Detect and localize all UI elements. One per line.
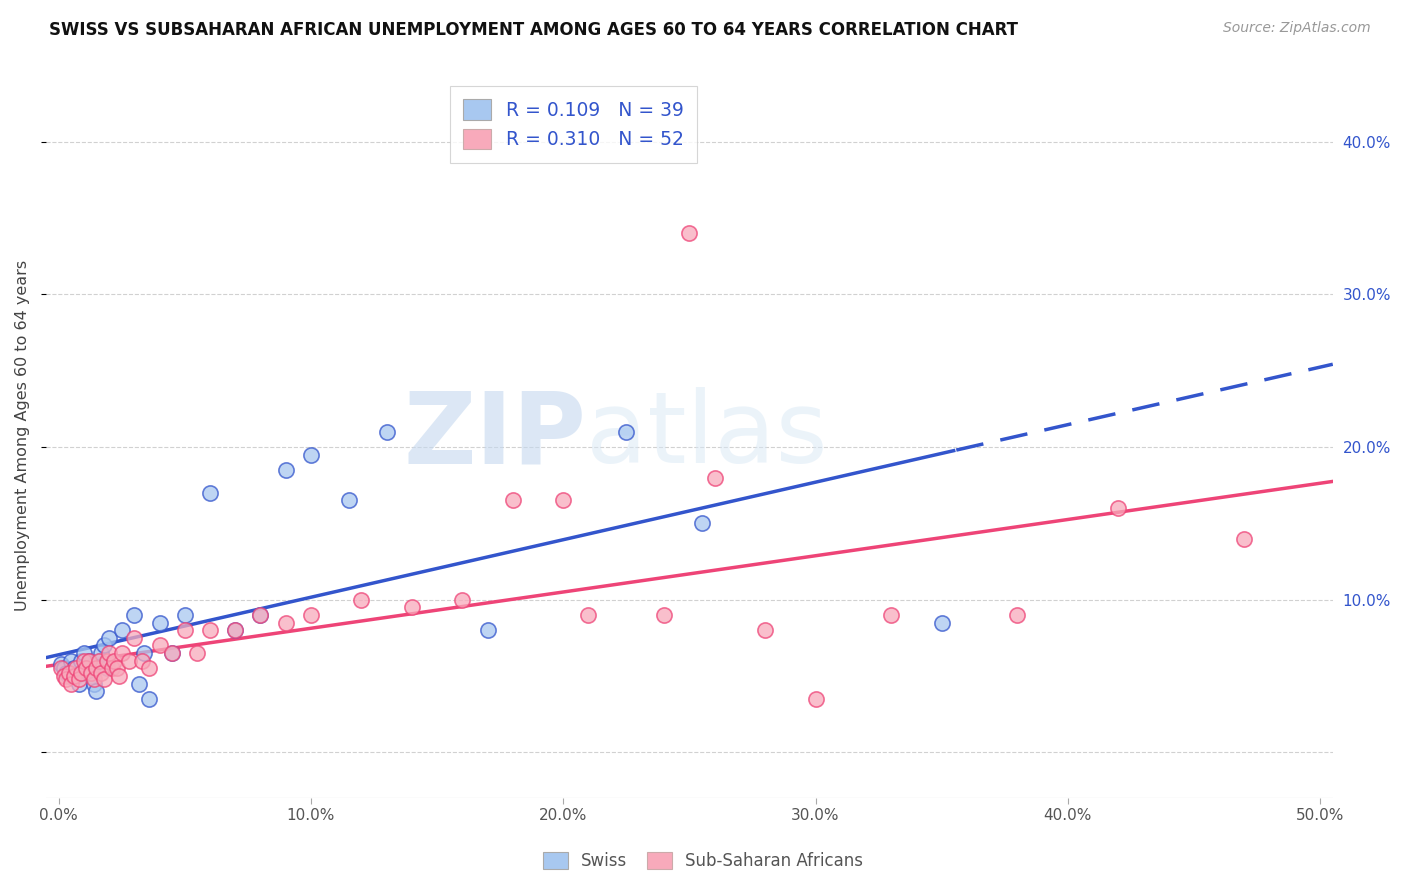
Point — [67, 676, 90, 690]
Point — [108, 669, 131, 683]
Point — [70, 654, 93, 668]
Point — [690, 516, 713, 531]
Point — [93, 639, 115, 653]
Point — [52, 661, 75, 675]
Point — [160, 646, 183, 660]
Y-axis label: Unemployment Among Ages 60 to 64 years: Unemployment Among Ages 60 to 64 years — [15, 260, 30, 611]
Point — [103, 654, 125, 668]
Text: SWISS VS SUBSAHARAN AFRICAN UNEMPLOYMENT AMONG AGES 60 TO 64 YEARS CORRELATION C: SWISS VS SUBSAHARAN AFRICAN UNEMPLOYMENT… — [49, 21, 1018, 38]
Point — [77, 654, 100, 668]
Point — [148, 615, 170, 630]
Point — [83, 672, 105, 686]
Point — [111, 646, 134, 660]
Point — [173, 607, 195, 622]
Point — [578, 607, 600, 622]
Point — [198, 485, 221, 500]
Point — [186, 646, 208, 660]
Legend: R = 0.109   N = 39, R = 0.310   N = 52: R = 0.109 N = 39, R = 0.310 N = 52 — [450, 86, 697, 162]
Point — [614, 425, 637, 439]
Point — [249, 607, 271, 622]
Point — [80, 665, 103, 680]
Point — [477, 623, 499, 637]
Text: ZIP: ZIP — [404, 387, 586, 484]
Point — [299, 448, 322, 462]
Point — [249, 607, 271, 622]
Point — [87, 654, 110, 668]
Point — [62, 661, 84, 675]
Point — [100, 661, 122, 675]
Point — [350, 592, 373, 607]
Point — [70, 665, 93, 680]
Point — [124, 631, 146, 645]
Point — [73, 654, 96, 668]
Point — [96, 661, 118, 675]
Point — [86, 684, 108, 698]
Point — [55, 672, 77, 686]
Point — [1107, 501, 1129, 516]
Point — [299, 607, 322, 622]
Point — [93, 672, 115, 686]
Point — [62, 669, 84, 683]
Point — [1233, 532, 1256, 546]
Point — [274, 615, 297, 630]
Point — [65, 661, 87, 675]
Point — [138, 691, 160, 706]
Point — [401, 600, 423, 615]
Point — [124, 607, 146, 622]
Point — [337, 493, 360, 508]
Point — [111, 623, 134, 637]
Point — [58, 665, 80, 680]
Point — [87, 654, 110, 668]
Point — [49, 657, 72, 671]
Text: atlas: atlas — [586, 387, 828, 484]
Point — [55, 665, 77, 680]
Point — [375, 425, 398, 439]
Point — [134, 646, 156, 660]
Point — [118, 654, 141, 668]
Point — [148, 639, 170, 653]
Point — [224, 623, 246, 637]
Point — [451, 592, 474, 607]
Point — [160, 646, 183, 660]
Point — [931, 615, 953, 630]
Legend: Swiss, Sub-Saharan Africans: Swiss, Sub-Saharan Africans — [536, 845, 870, 877]
Point — [138, 661, 160, 675]
Point — [105, 661, 128, 675]
Point — [83, 676, 105, 690]
Point — [96, 654, 118, 668]
Point — [90, 646, 112, 660]
Point — [75, 661, 97, 675]
Point — [52, 669, 75, 683]
Point — [98, 646, 121, 660]
Point — [60, 676, 83, 690]
Point — [703, 470, 725, 484]
Point — [804, 691, 827, 706]
Point — [98, 631, 121, 645]
Point — [128, 676, 150, 690]
Point — [60, 654, 83, 668]
Point — [1007, 607, 1029, 622]
Point — [198, 623, 221, 637]
Point — [880, 607, 903, 622]
Point — [754, 623, 776, 637]
Point — [173, 623, 195, 637]
Point — [502, 493, 524, 508]
Point — [90, 665, 112, 680]
Point — [67, 672, 90, 686]
Point — [131, 654, 153, 668]
Point — [75, 661, 97, 675]
Point — [58, 669, 80, 683]
Point — [65, 669, 87, 683]
Point — [49, 661, 72, 675]
Point — [553, 493, 575, 508]
Point — [678, 227, 700, 241]
Point — [77, 654, 100, 668]
Point — [86, 661, 108, 675]
Point — [73, 646, 96, 660]
Point — [80, 669, 103, 683]
Point — [652, 607, 675, 622]
Point — [274, 463, 297, 477]
Point — [224, 623, 246, 637]
Text: Source: ZipAtlas.com: Source: ZipAtlas.com — [1223, 21, 1371, 35]
